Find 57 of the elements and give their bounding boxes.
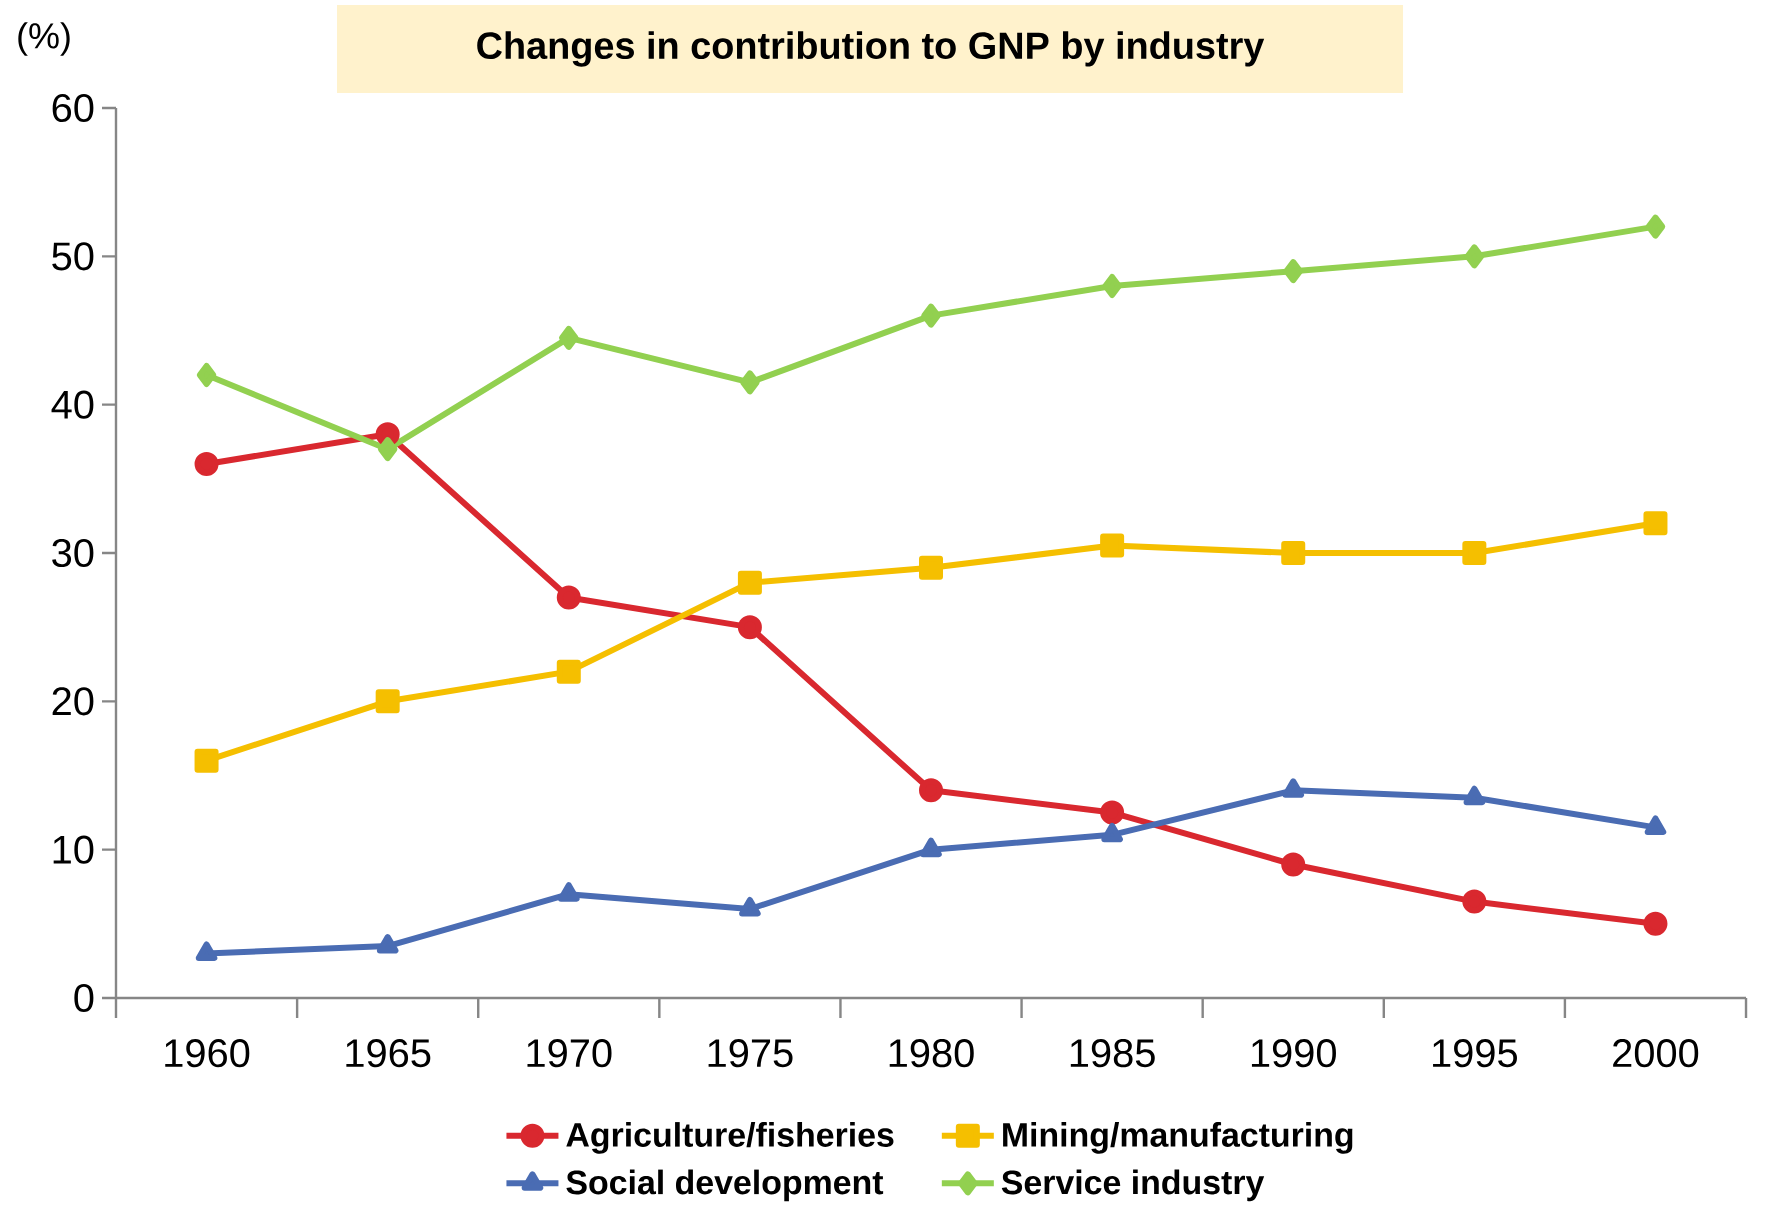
point (1463, 785, 1486, 806)
point (1282, 778, 1305, 798)
point (919, 778, 944, 803)
legend-label: Mining/manufacturing (1003, 1122, 1353, 1154)
x-tick-label: 1975 (708, 1039, 793, 1068)
y-tick-label: 10 (53, 835, 94, 864)
y-tick-label: 60 (52, 93, 94, 123)
point (737, 615, 762, 640)
point (1102, 273, 1122, 298)
point (1464, 244, 1485, 269)
point (196, 362, 217, 387)
point (375, 689, 400, 714)
point (740, 370, 760, 395)
point (1644, 815, 1667, 835)
point (739, 897, 761, 917)
legend-label: Service industry (1001, 1169, 1265, 1202)
point (1643, 911, 1668, 936)
point (1283, 259, 1303, 284)
chart-title: Changes in contribution to GNP by industry (477, 31, 1265, 67)
point (920, 837, 942, 858)
point (557, 882, 580, 902)
x-tick-label: 1970 (527, 1039, 612, 1068)
point (377, 437, 398, 462)
point (376, 934, 399, 954)
point (559, 325, 579, 350)
x-tick-label: 1965 (346, 1039, 431, 1068)
x-tick-label: 1985 (1070, 1039, 1155, 1068)
x-tick-label: 1990 (1251, 1039, 1336, 1068)
y-tick-label: 0 (74, 983, 94, 1013)
y-tick-label: 40 (51, 390, 94, 419)
point (194, 748, 219, 773)
y-tick-label: 50 (52, 242, 94, 271)
point (921, 303, 941, 328)
y-tick-label: 30 (52, 538, 94, 568)
point (1281, 852, 1306, 877)
point (1643, 511, 1668, 536)
point (1281, 540, 1306, 565)
point (1100, 533, 1125, 558)
point (1462, 889, 1487, 914)
point (737, 570, 762, 595)
x-tick-label: 1995 (1433, 1039, 1517, 1068)
y-tick-label: 20 (52, 687, 94, 716)
y-axis-title: (%) (18, 22, 70, 56)
x-tick-label: 2000 (1613, 1039, 1699, 1068)
x-tick-label: 1980 (889, 1039, 974, 1068)
point (1101, 822, 1123, 843)
point (1462, 540, 1487, 565)
point (1100, 800, 1125, 825)
point (194, 451, 219, 476)
x-tick-label: 1960 (165, 1039, 250, 1068)
point (919, 555, 944, 580)
point (556, 585, 581, 610)
point (195, 941, 218, 961)
legend-label: Social development (566, 1169, 884, 1202)
point (1645, 214, 1666, 239)
point (556, 659, 581, 684)
legend-label: Agriculture/fisheries (566, 1122, 894, 1154)
